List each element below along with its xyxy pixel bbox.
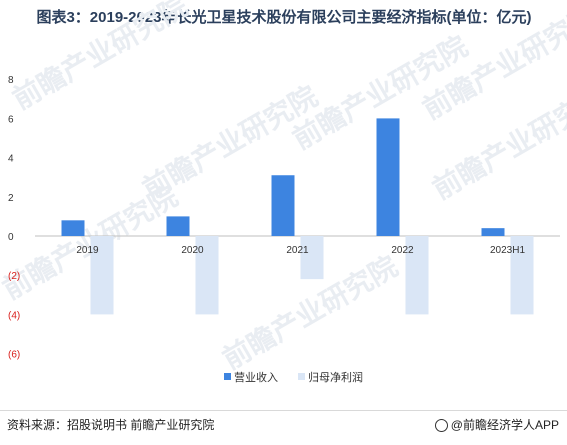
- bar-revenue: [481, 228, 505, 236]
- brand-label: @前瞻经济学人APP: [434, 416, 559, 433]
- x-tick-label: 2022: [391, 245, 414, 256]
- bar-net-profit: [300, 236, 324, 280]
- footer: 资料来源：招股说明书 前瞻产业研究院 @前瞻经济学人APP: [0, 410, 567, 437]
- y-tick-label: 2: [8, 193, 14, 204]
- chart-title: 图表3：2019-2023年长光卫星技术股份有限公司主要经济指标(单位：亿元): [36, 9, 532, 26]
- x-tick-label: 2021: [286, 245, 309, 256]
- y-tick-label: (4): [8, 310, 20, 321]
- y-axis: 8 6 4 2 0 (2) (4) (6): [8, 75, 20, 360]
- y-tick-label: (2): [8, 271, 20, 282]
- watermark-text: 前瞻产业研究院: [7, 0, 193, 115]
- legend: 营业收入 归母净利润: [224, 370, 363, 384]
- source-note: 资料来源：招股说明书 前瞻产业研究院: [7, 418, 215, 432]
- legend-label: 归母净利润: [308, 370, 363, 384]
- x-tick-label: 2023H1: [490, 245, 525, 256]
- bar-revenue: [166, 216, 190, 236]
- x-tick-label: 2020: [181, 245, 204, 256]
- bar-net-profit: [510, 236, 534, 315]
- bar-net-profit: [195, 236, 219, 315]
- bar-net-profit: [90, 236, 114, 315]
- brand-logo-icon: [434, 419, 448, 432]
- y-tick-label: 4: [8, 154, 14, 165]
- brand-text: @前瞻经济学人APP: [450, 418, 559, 432]
- bar-revenue: [61, 220, 85, 236]
- x-axis: 2019 2020 2021 2022 2023H1: [76, 245, 525, 256]
- legend-label: 营业收入: [234, 370, 278, 384]
- legend-swatch: [298, 373, 305, 380]
- y-tick-label: 0: [8, 232, 14, 243]
- bar-net-profit: [405, 236, 429, 315]
- bar-chart: 前瞻产业研究院前瞻产业研究院前瞻产业研究院前瞻产业研究院前瞻产业研究院前瞻产业研…: [0, 0, 567, 384]
- bars-layer: [61, 118, 534, 315]
- legend-swatch: [224, 373, 231, 380]
- bar-revenue: [271, 175, 295, 236]
- y-tick-label: (6): [8, 350, 20, 361]
- y-tick-label: 6: [8, 114, 14, 125]
- bar-revenue: [376, 118, 400, 236]
- y-tick-label: 8: [8, 75, 14, 86]
- x-tick-label: 2019: [76, 245, 99, 256]
